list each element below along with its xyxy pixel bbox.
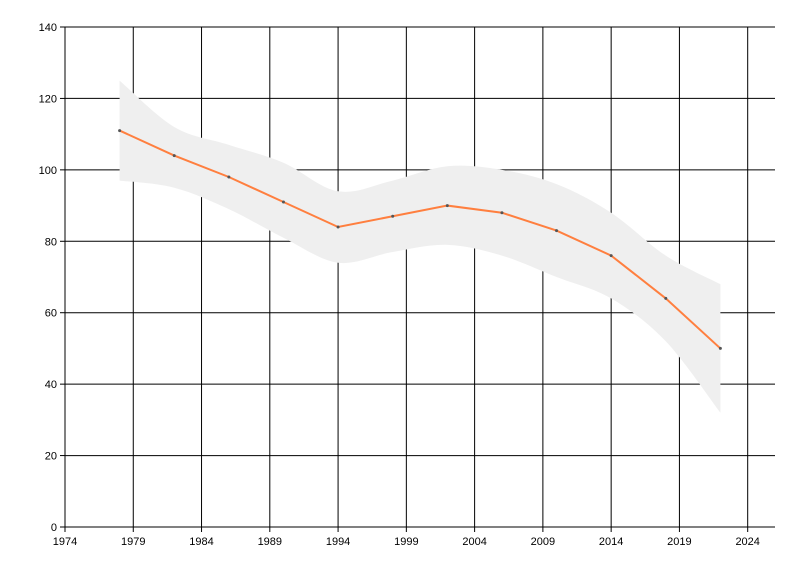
x-tick-label: 1989 xyxy=(258,536,282,548)
data-point xyxy=(664,296,668,300)
data-point xyxy=(609,254,613,258)
series-line xyxy=(119,129,722,350)
confidence-band xyxy=(119,80,721,413)
data-point xyxy=(555,229,559,233)
x-tick-label: 1984 xyxy=(189,536,213,548)
y-tick-label: 140 xyxy=(39,22,57,34)
x-tick-label: 1974 xyxy=(53,536,77,548)
y-tick-label: 0 xyxy=(51,522,57,534)
y-tick-label: 100 xyxy=(39,165,57,177)
data-point xyxy=(718,346,722,350)
data-point xyxy=(118,129,122,133)
data-point xyxy=(172,154,176,158)
y-tick-label: 20 xyxy=(45,451,57,463)
series-line-layer xyxy=(119,129,722,350)
data-point xyxy=(336,225,340,229)
data-point xyxy=(281,200,285,204)
data-point xyxy=(500,211,504,215)
x-tick-label: 2009 xyxy=(531,536,555,548)
x-tick-label: 2004 xyxy=(462,536,486,548)
y-tick-label: 120 xyxy=(39,93,57,105)
x-tick-label: 2024 xyxy=(735,536,759,548)
x-tick-label: 2019 xyxy=(667,536,691,548)
x-tick-label: 1979 xyxy=(121,536,145,548)
x-tick-label: 1999 xyxy=(394,536,418,548)
axes-layer xyxy=(60,26,775,532)
x-tick-labels: 1974 1979 1984 1989 1994 1999 2004 2009 2014 2019… xyxy=(53,536,760,548)
x-tick-label: 1994 xyxy=(326,536,350,548)
y-tick-label: 40 xyxy=(45,379,57,391)
data-point xyxy=(445,204,449,208)
confidence-band-layer xyxy=(119,80,721,413)
data-point xyxy=(391,214,395,218)
y-tick-label: 60 xyxy=(45,308,57,320)
data-point xyxy=(227,175,231,179)
y-tick-label: 80 xyxy=(45,236,57,248)
series-points-layer xyxy=(118,129,722,350)
x-tick-label: 2014 xyxy=(599,536,623,548)
y-tick-labels: 0 20 40 60 80 100 120 140 xyxy=(39,22,57,534)
